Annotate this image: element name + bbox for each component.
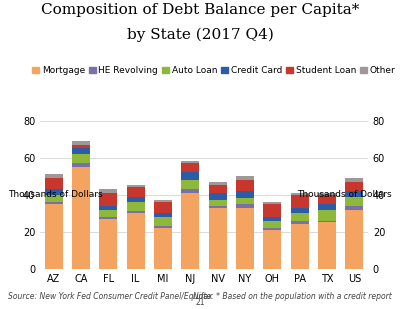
Bar [182, 172, 199, 180]
Bar [209, 185, 226, 193]
Bar [264, 202, 281, 204]
Text: by State (2017 Q4): by State (2017 Q4) [126, 28, 274, 42]
Bar [209, 193, 226, 200]
Bar [100, 210, 117, 217]
Bar [45, 195, 62, 202]
Bar [182, 193, 199, 269]
Bar [236, 191, 254, 198]
Bar [127, 213, 144, 269]
Text: Composition of Debt Balance per Capita*: Composition of Debt Balance per Capita* [41, 3, 359, 17]
Text: Note: * Based on the population with a credit report: Note: * Based on the population with a c… [193, 292, 392, 301]
Bar [72, 145, 90, 148]
Bar [236, 198, 254, 204]
Bar [291, 195, 308, 208]
Bar [264, 221, 281, 228]
Bar [100, 206, 117, 210]
Bar [346, 178, 363, 182]
Bar [264, 228, 281, 230]
Bar [182, 163, 199, 172]
Text: Source: New York Fed Consumer Credit Panel/Equifax: Source: New York Fed Consumer Credit Pan… [8, 292, 212, 301]
Bar [209, 208, 226, 269]
Bar [209, 206, 226, 208]
Bar [100, 219, 117, 269]
Bar [291, 221, 308, 224]
Bar [72, 154, 90, 163]
Bar [100, 189, 117, 193]
Bar [291, 224, 308, 269]
Bar [209, 200, 226, 206]
Bar [182, 161, 199, 163]
Bar [100, 193, 117, 206]
Bar [45, 189, 62, 195]
Bar [182, 180, 199, 189]
Text: Thousands of Dollars: Thousands of Dollars [8, 190, 103, 199]
Bar [154, 217, 172, 226]
Bar [291, 213, 308, 221]
Bar [127, 185, 144, 187]
Bar [45, 174, 62, 178]
Legend: Mortgage, HE Revolving, Auto Loan, Credit Card, Student Loan, Other: Mortgage, HE Revolving, Auto Loan, Credi… [28, 63, 399, 79]
Bar [291, 193, 308, 195]
Bar [236, 176, 254, 180]
Bar [154, 200, 172, 202]
Bar [45, 202, 62, 204]
Bar [264, 230, 281, 269]
Bar [264, 217, 281, 221]
Bar [127, 187, 144, 197]
Bar [346, 191, 363, 197]
Bar [72, 167, 90, 269]
Bar [154, 202, 172, 213]
Bar [264, 204, 281, 217]
Bar [154, 228, 172, 269]
Bar [236, 180, 254, 191]
Text: Thousands of Dollars: Thousands of Dollars [297, 190, 392, 199]
Bar [182, 189, 199, 193]
Bar [318, 193, 336, 195]
Bar [127, 202, 144, 211]
Bar [346, 182, 363, 191]
Bar [236, 208, 254, 269]
Bar [45, 178, 62, 189]
Bar [236, 204, 254, 208]
Text: 21: 21 [195, 298, 205, 307]
Bar [154, 213, 172, 217]
Bar [346, 206, 363, 210]
Bar [154, 226, 172, 228]
Bar [127, 197, 144, 202]
Bar [318, 210, 336, 221]
Bar [209, 182, 226, 185]
Bar [100, 217, 117, 219]
Bar [72, 141, 90, 145]
Bar [72, 163, 90, 167]
Bar [318, 221, 336, 222]
Bar [72, 148, 90, 154]
Bar [318, 204, 336, 210]
Bar [45, 204, 62, 269]
Bar [318, 195, 336, 204]
Bar [318, 222, 336, 269]
Bar [346, 197, 363, 206]
Bar [291, 208, 308, 213]
Bar [346, 210, 363, 269]
Bar [127, 211, 144, 213]
